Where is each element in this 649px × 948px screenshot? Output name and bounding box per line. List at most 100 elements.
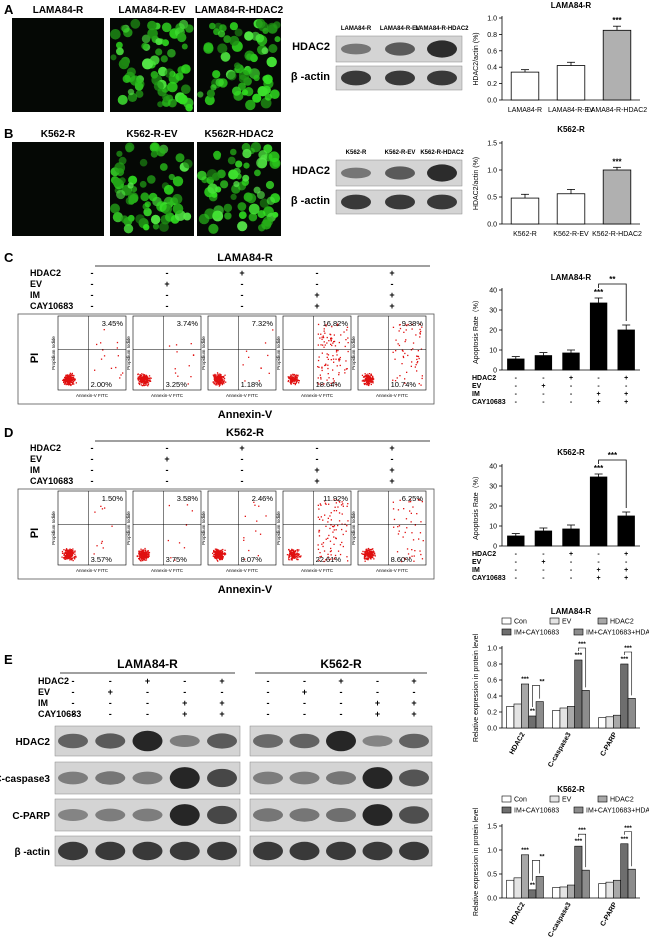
- event-dot: [326, 353, 328, 355]
- event-dot: [138, 555, 140, 557]
- event-dot: [65, 379, 67, 382]
- event-dot: [220, 551, 222, 553]
- event-dot: [72, 381, 74, 384]
- event-dot: [327, 517, 329, 519]
- cell: [220, 180, 229, 189]
- event-dot: [413, 560, 415, 562]
- plot-axis-label: Annexin-V FITC: [76, 393, 109, 398]
- legend-swatch: [549, 617, 560, 625]
- event-dot: [217, 556, 219, 558]
- row-label: β -actin: [291, 195, 330, 207]
- bracket: [578, 833, 587, 868]
- blot-band: [289, 808, 320, 822]
- event-dot: [299, 556, 302, 558]
- event-dot: [65, 380, 68, 383]
- quadrant-percent: 2.46%: [252, 494, 274, 503]
- treatment-sign: +: [182, 698, 187, 708]
- y-tick-label: 20: [489, 504, 497, 511]
- cell: [143, 207, 152, 217]
- quadrant-percent: 3.45%: [102, 319, 124, 328]
- event-dot: [369, 550, 371, 552]
- event-dot: [421, 558, 424, 560]
- event-dot: [407, 354, 409, 357]
- treatment-sign: -: [221, 687, 224, 697]
- significance: ***: [578, 641, 586, 648]
- event-dot: [137, 373, 139, 376]
- event-dot: [291, 376, 293, 378]
- event-dot: [144, 375, 147, 377]
- event-dot: [215, 555, 218, 557]
- event-dot: [73, 556, 75, 558]
- event-dot: [74, 555, 76, 558]
- event-dot: [214, 550, 216, 552]
- event-dot: [334, 506, 336, 508]
- event-dot: [141, 378, 143, 380]
- event-dot: [404, 531, 406, 534]
- event-dot: [368, 551, 370, 553]
- chart-title: K562-R: [557, 785, 585, 794]
- event-dot: [224, 554, 226, 556]
- image-label: K562R-HDAC2: [205, 129, 274, 140]
- event-dot: [342, 545, 344, 548]
- event-dot: [369, 554, 371, 556]
- event-dot: [317, 333, 319, 335]
- event-dot: [73, 378, 76, 380]
- event-dot: [146, 375, 148, 378]
- event-dot: [139, 377, 141, 380]
- cell: [123, 27, 133, 38]
- cell: [140, 192, 150, 202]
- cell: [270, 89, 280, 99]
- treatment-sign: -: [391, 279, 394, 289]
- event-dot: [220, 382, 222, 384]
- bar: [559, 886, 568, 899]
- treatment-sign: -: [146, 709, 149, 719]
- event-dot: [139, 379, 142, 381]
- event-dot: [185, 524, 188, 526]
- legend-swatch: [597, 617, 608, 625]
- significance: ***: [521, 847, 529, 854]
- event-dot: [369, 554, 372, 557]
- treatment-sign: -: [166, 301, 169, 311]
- treatment-sign: -: [515, 399, 518, 406]
- plot-axis-label: Propidium Iodide: [276, 511, 281, 545]
- event-dot: [328, 503, 330, 505]
- cell: [128, 198, 135, 205]
- treatment-sign: +: [164, 454, 169, 464]
- event-dot: [339, 358, 341, 361]
- event-dot: [146, 377, 148, 380]
- cell: [210, 84, 217, 91]
- event-dot: [216, 559, 218, 561]
- event-dot: [100, 542, 103, 544]
- event-dot: [298, 554, 300, 556]
- event-dot: [368, 549, 371, 551]
- event-dot: [213, 378, 215, 380]
- event-dot: [70, 383, 72, 386]
- event-dot: [330, 550, 332, 552]
- panel-label: E: [4, 652, 13, 667]
- event-dot: [325, 525, 327, 527]
- cell: [242, 174, 250, 182]
- event-dot: [213, 554, 216, 556]
- cell: [267, 24, 278, 34]
- treatment-sign: +: [389, 465, 394, 475]
- event-dot: [64, 556, 67, 559]
- event-dot: [339, 544, 342, 546]
- event-dot: [320, 516, 322, 518]
- legend-label: IM+CAY10683+HDAC2: [586, 808, 649, 815]
- treatment-sign: +: [597, 399, 601, 406]
- treatment-sign: -: [241, 301, 244, 311]
- event-dot: [217, 382, 219, 384]
- event-dot: [291, 557, 293, 559]
- event-dot: [318, 383, 320, 385]
- event-dot: [416, 370, 418, 372]
- axis-label: Annexin-V: [218, 409, 273, 421]
- event-dot: [290, 552, 292, 554]
- event-dot: [217, 549, 219, 551]
- event-dot: [64, 558, 66, 560]
- event-dot: [67, 377, 70, 380]
- event-dot: [317, 382, 319, 384]
- event-dot: [69, 559, 71, 561]
- plot-axis-label: Propidium Iodide: [126, 336, 131, 370]
- event-dot: [289, 377, 291, 379]
- blot-band: [289, 771, 320, 785]
